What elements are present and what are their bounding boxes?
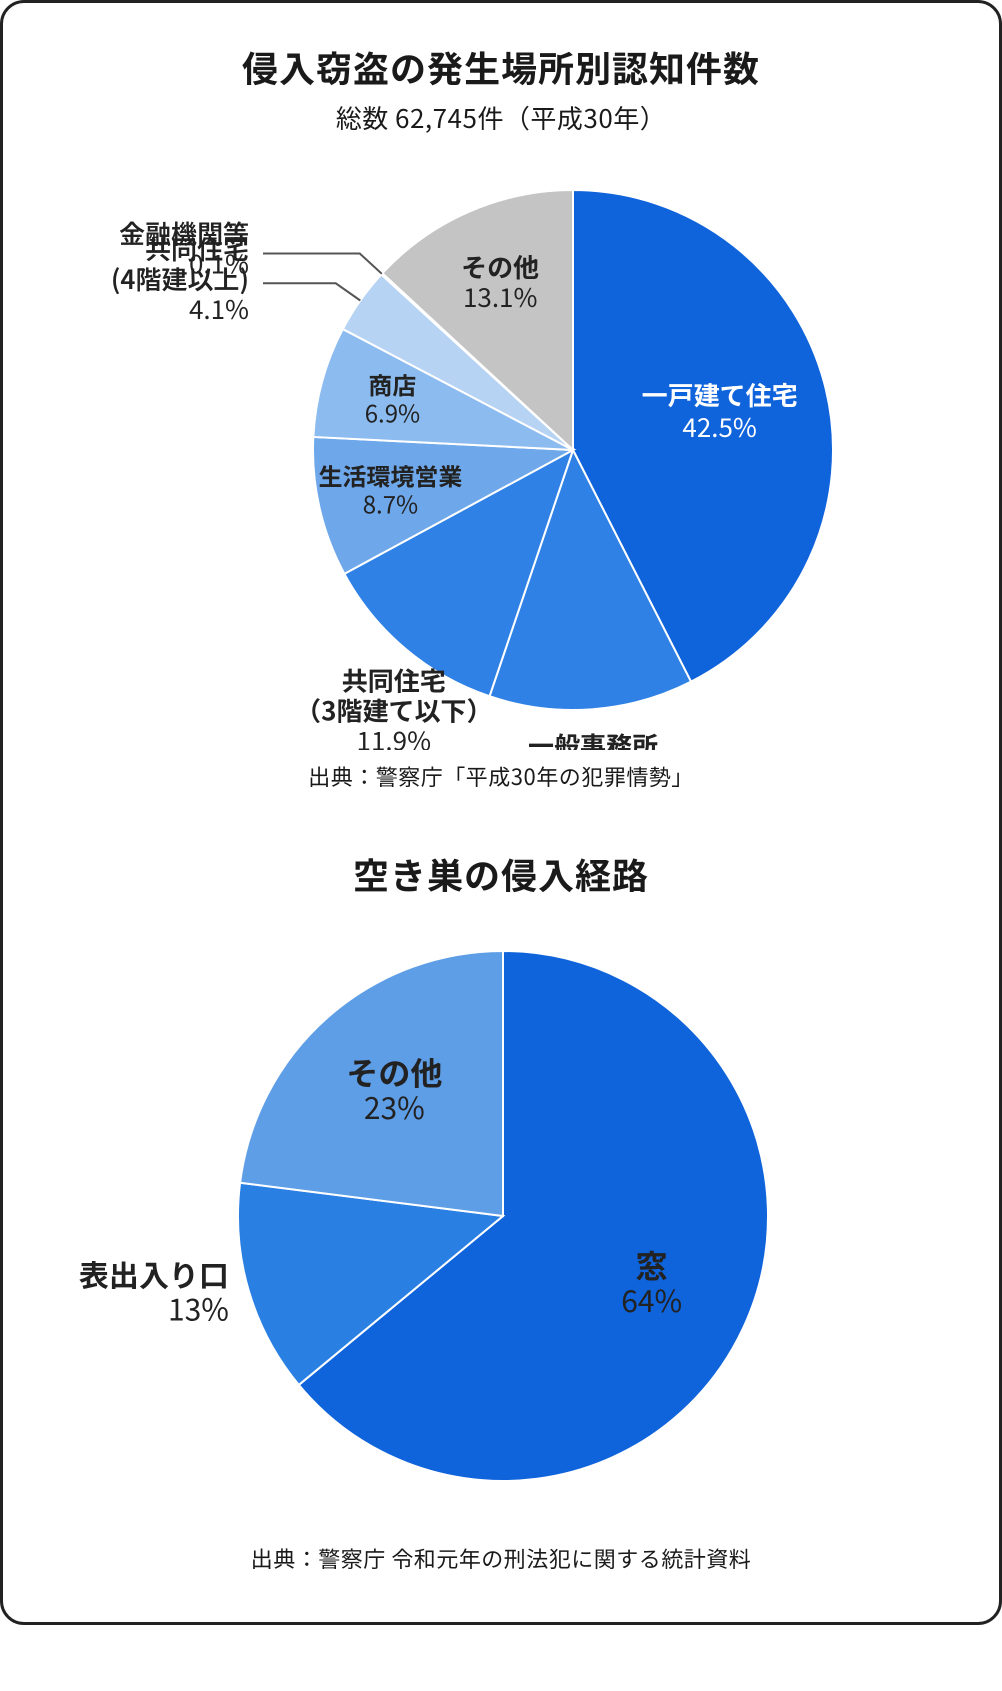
- chart1-subtitle: 総数 62,745件（平成30年）: [43, 99, 959, 136]
- chart1-title: 侵入窃盗の発生場所別認知件数: [43, 41, 959, 93]
- chart2-title: 空き巣の侵入経路: [43, 848, 959, 900]
- chart-card: 侵入窃盗の発生場所別認知件数 総数 62,745件（平成30年） 一戸建て住宅4…: [0, 0, 1002, 1625]
- ext-label: 4.1%: [189, 290, 249, 327]
- leader-line: [263, 253, 382, 273]
- slice-label-out: 11.9%: [357, 722, 431, 750]
- leader-line: [263, 283, 360, 300]
- chart2-block: 空き巣の侵入経路 窓64%表出入り口13%その他23% 出典：警察庁 令和元年の…: [43, 848, 959, 1574]
- slice-pct: 13%: [168, 1286, 229, 1330]
- chart1-source: 出典：警察庁「平成30年の犯罪情勢」: [43, 760, 959, 792]
- slice-pct: 8.7%: [363, 485, 418, 520]
- slice-pct: 23%: [364, 1084, 425, 1128]
- slice-pct: 64%: [621, 1277, 682, 1321]
- chart1-block: 侵入窃盗の発生場所別認知件数 総数 62,745件（平成30年） 一戸建て住宅4…: [43, 41, 959, 792]
- separator: [43, 792, 959, 848]
- chart2-source: 出典：警察庁 令和元年の刑法犯に関する統計資料: [43, 1542, 959, 1574]
- slice-pct: 6.9%: [365, 395, 420, 430]
- slice-pct: 42.5%: [682, 408, 756, 445]
- chart1-pie: 一戸建て住宅42.5%一般事務所12.7%共同住宅（3階建て以下）11.9%生活…: [43, 150, 963, 750]
- chart2-pie: 窓64%表出入り口13%その他23%: [43, 916, 963, 1516]
- slice-label-out: 一般事務所: [528, 726, 658, 750]
- slice-pct: 13.1%: [463, 278, 537, 315]
